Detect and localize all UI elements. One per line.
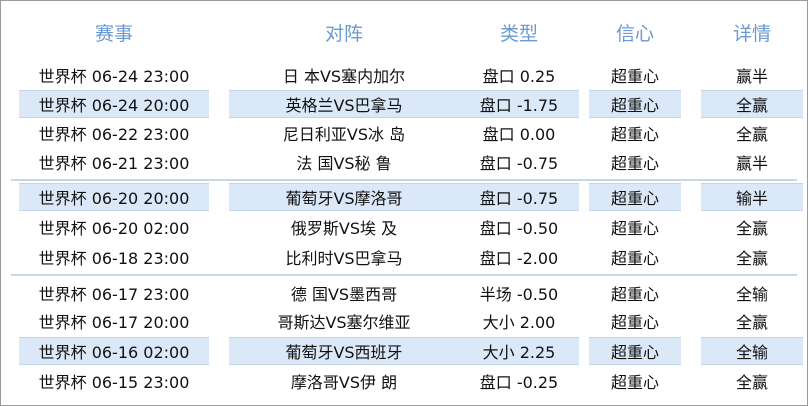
type-cell: 盘口 0.00 (482, 125, 556, 144)
result-cell: 全赢 (701, 90, 803, 118)
match-cell: 葡萄牙VS西班牙 (229, 337, 459, 365)
event-cell: 世界杯 06-22 23:00 (38, 125, 190, 144)
table-row: 世界杯 06-24 20:00 英格兰VS巴拿马 盘口 -1.75 超重心 全赢 (1, 90, 807, 118)
type-cell: 盘口 -0.75 (459, 183, 579, 211)
table-row: 世界杯 06-17 23:00 德 国VS墨西哥 半场 -0.50 超重心 全输 (1, 279, 807, 307)
confidence-cell: 超重心 (610, 154, 659, 173)
event-cell: 世界杯 06-24 20:00 (19, 90, 209, 118)
event-cell: 世界杯 06-18 23:00 (38, 249, 190, 268)
type-cell: 盘口 -0.75 (479, 154, 559, 173)
result-cell: 赢半 (735, 67, 768, 86)
confidence-cell: 超重心 (589, 337, 681, 365)
match-cell: 法 国VS秘 鲁 (296, 154, 392, 173)
table-row: 世界杯 06-15 23:00 摩洛哥VS伊 朗 盘口 -0.25 超重心 全赢 (1, 367, 807, 395)
type-cell: 大小 2.00 (482, 313, 556, 332)
table-row: 世界杯 06-20 02:00 俄罗斯VS埃 及 盘口 -0.50 超重心 全赢 (1, 213, 807, 241)
type-cell: 盘口 -1.75 (459, 90, 579, 118)
header-match: 对阵 (324, 23, 363, 45)
type-cell: 盘口 -0.25 (479, 373, 559, 392)
type-cell: 大小 2.25 (459, 337, 579, 365)
event-cell: 世界杯 06-20 02:00 (38, 219, 190, 238)
result-cell: 全输 (701, 337, 803, 365)
confidence-cell: 超重心 (610, 67, 659, 86)
result-cell: 全输 (735, 285, 768, 304)
table-row: 世界杯 06-20 20:00 葡萄牙VS摩洛哥 盘口 -0.75 超重心 输半 (1, 183, 807, 211)
match-cell: 摩洛哥VS伊 朗 (290, 373, 398, 392)
event-cell: 世界杯 06-17 20:00 (38, 313, 190, 332)
type-cell: 半场 -0.50 (479, 285, 559, 304)
table-row: 世界杯 06-17 20:00 哥斯达VS塞尔维亚 大小 2.00 超重心 全赢 (1, 307, 807, 335)
match-cell: 英格兰VS巴拿马 (229, 90, 459, 118)
match-cell: 葡萄牙VS摩洛哥 (229, 183, 459, 211)
event-cell: 世界杯 06-21 23:00 (38, 154, 190, 173)
confidence-cell: 超重心 (589, 90, 681, 118)
match-cell: 哥斯达VS塞尔维亚 (277, 313, 411, 332)
header-detail: 详情 (732, 23, 771, 45)
table-row: 世界杯 06-16 02:00 葡萄牙VS西班牙 大小 2.25 超重心 全输 (1, 337, 807, 365)
match-cell: 俄罗斯VS埃 及 (290, 219, 398, 238)
header-type: 类型 (499, 23, 538, 45)
event-cell: 世界杯 06-20 20:00 (19, 183, 209, 211)
match-cell: 德 国VS墨西哥 (290, 285, 398, 304)
table-header: 赛事 对阵 类型 信心 详情 (1, 15, 807, 53)
type-cell: 盘口 0.25 (482, 67, 556, 86)
header-confidence: 信心 (615, 23, 654, 45)
result-cell: 全赢 (735, 219, 768, 238)
event-cell: 世界杯 06-16 02:00 (19, 337, 209, 365)
match-cell: 日 本VS塞内加尔 (282, 67, 406, 86)
type-cell: 盘口 -2.00 (479, 249, 559, 268)
result-cell: 全赢 (735, 373, 768, 392)
match-cell: 尼日利亚VS冰 岛 (282, 125, 406, 144)
confidence-cell: 超重心 (610, 313, 659, 332)
row-separator (11, 274, 797, 276)
result-cell: 全赢 (735, 125, 768, 144)
result-cell: 全赢 (735, 249, 768, 268)
event-cell: 世界杯 06-24 23:00 (38, 67, 190, 86)
event-cell: 世界杯 06-17 23:00 (38, 285, 190, 304)
confidence-cell: 超重心 (610, 249, 659, 268)
table-row: 世界杯 06-18 23:00 比利时VS巴拿马 盘口 -2.00 超重心 全赢 (1, 243, 807, 271)
confidence-cell: 超重心 (589, 183, 681, 211)
result-cell: 输半 (701, 183, 803, 211)
table-row: 世界杯 06-24 23:00 日 本VS塞内加尔 盘口 0.25 超重心 赢半 (1, 61, 807, 89)
table-row: 世界杯 06-21 23:00 法 国VS秘 鲁 盘口 -0.75 超重心 赢半 (1, 148, 807, 176)
confidence-cell: 超重心 (610, 219, 659, 238)
type-cell: 盘口 -0.50 (479, 219, 559, 238)
header-event: 赛事 (94, 23, 133, 45)
confidence-cell: 超重心 (610, 125, 659, 144)
result-cell: 全赢 (735, 313, 768, 332)
event-cell: 世界杯 06-15 23:00 (38, 373, 190, 392)
confidence-cell: 超重心 (610, 373, 659, 392)
result-cell: 赢半 (735, 154, 768, 173)
match-cell: 比利时VS巴拿马 (285, 249, 403, 268)
table-row: 世界杯 06-22 23:00 尼日利亚VS冰 岛 盘口 0.00 超重心 全赢 (1, 119, 807, 147)
confidence-cell: 超重心 (610, 285, 659, 304)
row-separator (11, 179, 797, 181)
